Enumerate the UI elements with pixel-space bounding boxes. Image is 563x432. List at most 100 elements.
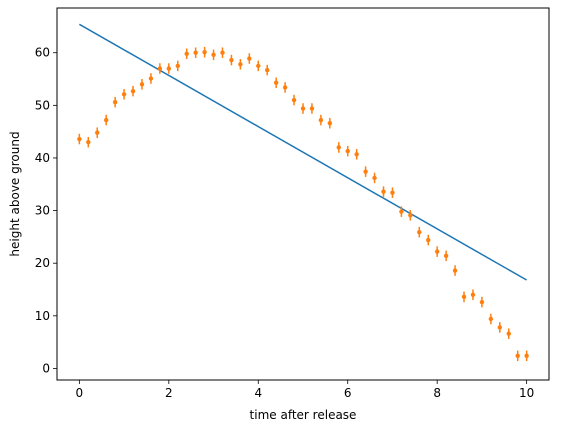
x-tick-label: 6 (344, 386, 352, 400)
point-marker (390, 190, 395, 195)
point-marker (157, 66, 163, 71)
data-point (300, 103, 306, 114)
point-marker (220, 50, 225, 55)
y-tick-label: 60 (35, 46, 50, 60)
data-point (282, 82, 288, 93)
point-marker (130, 88, 136, 94)
x-tick-label: 8 (433, 386, 441, 400)
data-point (363, 166, 368, 177)
data-point (515, 350, 520, 362)
point-marker (148, 76, 154, 81)
data-point (309, 103, 315, 114)
data-point (408, 210, 413, 221)
data-point (112, 96, 118, 108)
data-point (193, 47, 198, 58)
point-marker (211, 52, 216, 58)
point-marker (372, 175, 377, 181)
point-marker (461, 294, 467, 300)
point-marker (363, 169, 368, 174)
point-marker (524, 353, 529, 358)
data-point (318, 114, 324, 126)
point-marker (139, 82, 145, 87)
data-point (461, 291, 467, 303)
point-marker (497, 325, 502, 330)
y-tick-label: 50 (35, 98, 50, 112)
point-marker (202, 49, 207, 55)
point-marker (256, 63, 261, 69)
data-point (139, 79, 145, 90)
data-point (524, 350, 529, 362)
data-point (390, 187, 395, 198)
y-tick-label: 0 (42, 361, 50, 375)
point-marker (175, 63, 180, 69)
y-axis-label: height above ground (8, 131, 22, 256)
data-point (130, 85, 136, 97)
x-tick-label: 2 (165, 386, 173, 400)
point-marker (443, 253, 449, 259)
point-marker (291, 97, 297, 103)
point-marker (300, 106, 306, 111)
data-point (86, 136, 91, 148)
data-point (166, 63, 172, 74)
point-marker (104, 117, 109, 123)
point-marker (426, 237, 431, 243)
point-marker (247, 56, 252, 61)
series-line (78, 23, 528, 281)
data-point (354, 149, 359, 160)
point-marker (327, 121, 333, 126)
point-marker (345, 148, 350, 154)
data-point (202, 46, 207, 58)
data-point (273, 77, 279, 88)
data-point (327, 117, 333, 129)
data-point (479, 296, 485, 308)
point-marker (399, 209, 404, 214)
data-point (220, 47, 225, 58)
point-marker (166, 66, 172, 71)
point-marker (77, 136, 82, 142)
x-axis-label: time after release (250, 408, 357, 422)
data-point (426, 234, 431, 246)
point-marker (354, 152, 359, 157)
data-point (399, 206, 404, 217)
point-marker (417, 229, 422, 235)
data-point (148, 73, 154, 84)
point-marker (86, 139, 91, 145)
point-marker (381, 189, 386, 194)
data-point (443, 250, 449, 262)
plot-area (77, 23, 529, 362)
data-point (77, 133, 82, 145)
data-point (434, 246, 440, 257)
data-point (506, 328, 511, 339)
data-point (497, 322, 502, 333)
y-tick-label: 30 (35, 204, 50, 218)
point-marker (112, 99, 118, 105)
data-point (417, 226, 422, 238)
data-point (336, 142, 341, 153)
data-point (372, 172, 377, 184)
data-point (104, 114, 109, 126)
point-marker (238, 62, 243, 67)
axes: 0 2 4 6 8 10 0 10 20 30 40 50 60 (35, 7, 550, 400)
data-point (175, 60, 180, 72)
data-point (247, 53, 252, 64)
point-marker (273, 80, 279, 85)
data-point (256, 60, 261, 72)
point-marker (506, 331, 511, 336)
x-tick-label: 4 (254, 386, 262, 400)
point-marker (336, 145, 341, 150)
point-marker (470, 292, 476, 297)
y-tick-label: 10 (35, 309, 50, 323)
data-point (121, 89, 127, 100)
data-point (470, 289, 476, 301)
data-point (211, 49, 216, 61)
point-marker (184, 51, 189, 56)
data-point (488, 313, 494, 325)
point-marker (488, 316, 494, 322)
data-point (157, 63, 163, 74)
data-point (184, 48, 189, 60)
point-marker (408, 213, 413, 218)
data-point (291, 94, 297, 106)
point-marker (309, 106, 315, 111)
point-marker (121, 92, 127, 97)
